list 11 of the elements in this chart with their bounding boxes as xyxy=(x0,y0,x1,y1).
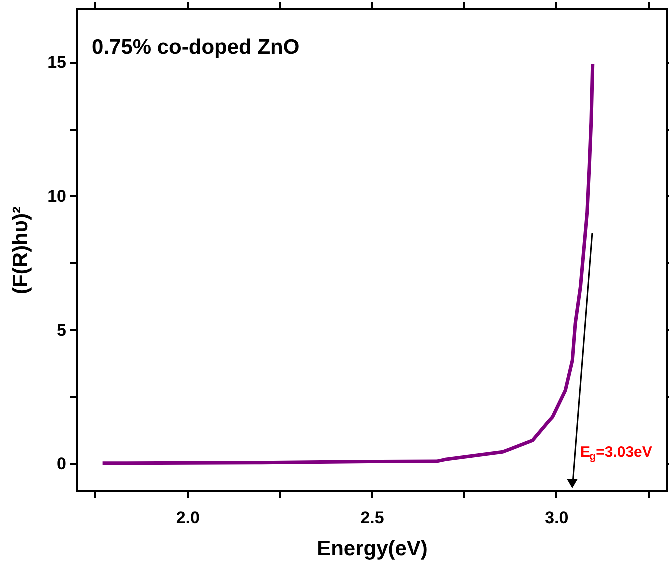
y-tick-label: 5 xyxy=(57,320,66,340)
line-series xyxy=(101,62,595,466)
y-tick-label: 0 xyxy=(57,454,66,474)
x-tick-label: 2.0 xyxy=(176,508,200,528)
y-axis-title: (F(R)hυ)² xyxy=(10,206,33,295)
y-tick-label: 15 xyxy=(48,53,66,72)
x-tick-label: 3.0 xyxy=(545,508,569,528)
text: 0.75% co-doped ZnO xyxy=(92,36,300,59)
x-axis-title: Energy(eV) xyxy=(317,538,428,560)
y-tick-label: 10 xyxy=(48,186,66,206)
x-tick-label: 2.5 xyxy=(360,508,384,528)
